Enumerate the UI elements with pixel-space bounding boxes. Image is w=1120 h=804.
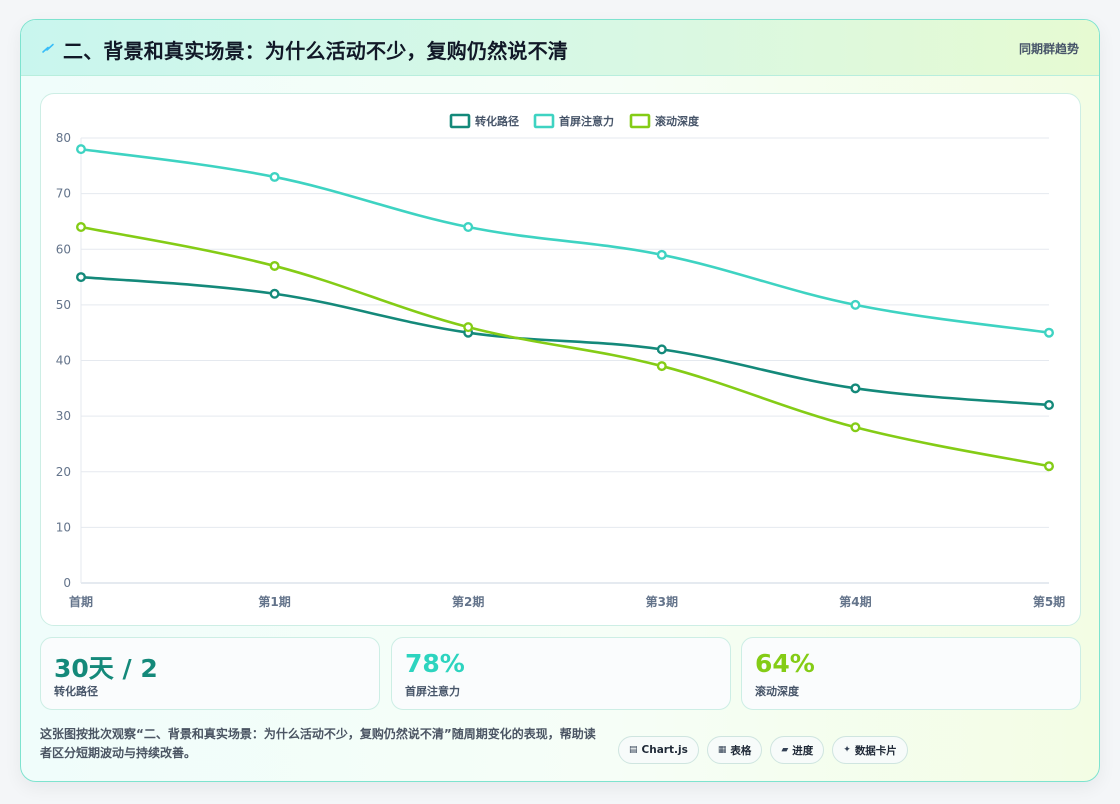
x-tick-label: 首期 <box>69 594 93 609</box>
data-point <box>269 288 280 299</box>
x-tick-label: 第4期 <box>839 594 871 609</box>
progress-icon: ▰ <box>781 745 789 755</box>
data-point <box>76 221 87 232</box>
badge-list: ▤ Chart.js ▦ 表格 ▰ 进度 ✦ 数据卡片 <box>618 736 908 764</box>
data-point <box>1044 461 1055 472</box>
stat-card-conversion: 30天 / 2 转化路径 <box>40 637 380 710</box>
x-tick-label: 第5期 <box>1033 594 1065 609</box>
page-title: 二、背景和真实场景：为什么活动不少，复购仍然说不清 <box>63 39 568 63</box>
lightning-icon <box>42 43 54 53</box>
data-point <box>463 322 474 333</box>
series-line-1 <box>79 147 1051 334</box>
report-card: 二、背景和真实场景：为什么活动不少，复购仍然说不清 同期群趋势 0 10 20 30 4… <box>20 19 1100 782</box>
data-point <box>850 383 861 394</box>
line-chart: 0 10 20 30 40 50 60 70 80 首期 第1期 第2期 第3期 第4期 第5期 转化路径 首屏… <box>56 113 1065 609</box>
y-tick-label: 60 <box>56 242 71 256</box>
legend-label: 滚动深度 <box>655 114 700 128</box>
badge-progress[interactable]: ▰ 进度 <box>770 736 825 764</box>
chart-icon: ▤ <box>629 745 638 755</box>
y-tick-label: 50 <box>56 298 71 312</box>
stat-value: 64% <box>755 649 815 678</box>
badge-data-cards[interactable]: ✦ 数据卡片 <box>832 736 908 764</box>
legend-label: 首屏注意力 <box>559 114 614 128</box>
stat-value: 30天 / 2 <box>54 654 158 683</box>
data-point <box>76 144 87 155</box>
chart-type-tag: 同期群趋势 <box>1018 42 1079 56</box>
legend-label: 转化路径 <box>475 114 519 128</box>
data-point <box>656 344 667 355</box>
badge-label: 表格 <box>730 744 752 757</box>
x-tick-label: 第2期 <box>452 594 484 609</box>
series-line-0 <box>79 275 1051 407</box>
y-tick-label: 70 <box>56 187 71 201</box>
stat-label: 滚动深度 <box>755 685 799 698</box>
data-point <box>656 249 667 260</box>
data-point <box>850 422 861 433</box>
sparkle-icon: ✦ <box>843 745 851 755</box>
chart-description: 这张图按批次观察“二、背景和真实场景：为什么活动不少，复购仍然说不清”随周期变化… <box>40 727 596 760</box>
chart-panel: 0 10 20 30 40 50 60 70 80 首期 第1期 第2期 第3期 第4期 第5期 转化路径 首屏… <box>40 93 1081 626</box>
data-point <box>1044 327 1055 338</box>
legend-swatch <box>533 113 555 129</box>
stat-label: 转化路径 <box>54 685 98 698</box>
x-tick-label: 第1期 <box>258 594 290 609</box>
badge-label: 数据卡片 <box>854 744 897 757</box>
badge-label: Chart.js <box>641 744 688 756</box>
y-tick-label: 10 <box>56 520 71 534</box>
x-tick-label: 第3期 <box>646 594 678 609</box>
y-tick-label: 0 <box>63 576 71 590</box>
stat-label: 首屏注意力 <box>405 685 460 698</box>
table-icon: ▦ <box>717 745 727 755</box>
data-point <box>269 171 280 182</box>
card-header: 二、背景和真实场景：为什么活动不少，复购仍然说不清 同期群趋势 <box>21 20 1099 76</box>
stat-value: 78% <box>405 649 465 678</box>
y-tick-label: 20 <box>56 465 71 479</box>
data-point <box>463 221 474 232</box>
data-point <box>850 299 861 310</box>
badge-table[interactable]: ▦ 表格 <box>706 736 763 764</box>
stat-card-attention: 78% 首屏注意力 <box>391 637 731 710</box>
series-line-2 <box>79 225 1051 468</box>
y-tick-label: 40 <box>56 354 71 368</box>
y-tick-label: 30 <box>56 409 71 423</box>
legend-swatch <box>449 113 471 129</box>
stat-card-scroll: 64% 滚动深度 <box>741 637 1081 710</box>
data-point <box>656 361 667 372</box>
badge-chartjs[interactable]: ▤ Chart.js <box>618 736 699 764</box>
y-tick-label: 80 <box>56 131 71 145</box>
data-point <box>269 260 280 271</box>
data-point <box>1044 400 1055 411</box>
badge-label: 进度 <box>792 744 814 757</box>
legend-swatch <box>629 113 651 129</box>
data-point <box>76 272 87 283</box>
